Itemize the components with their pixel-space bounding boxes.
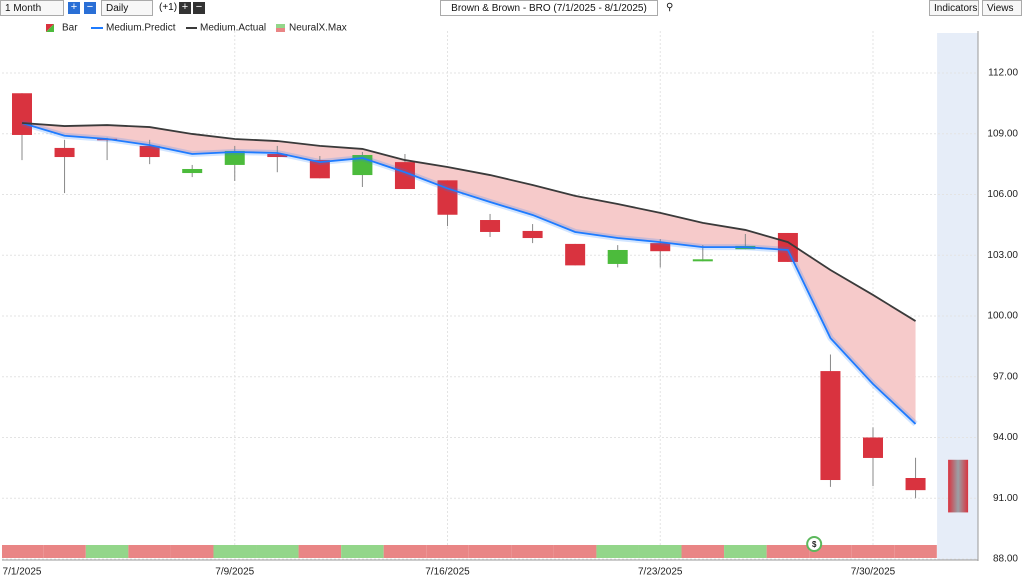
zoom-in[interactable]: + (68, 2, 80, 14)
legend-label: Medium.Predict (106, 23, 176, 34)
legend-icon (46, 24, 54, 32)
views-button[interactable]: Views (982, 0, 1022, 16)
signal-segment (2, 545, 44, 558)
signal-segment (766, 545, 810, 558)
candle-body (522, 230, 543, 239)
signal-segment (468, 545, 512, 558)
zoom-out[interactable]: − (84, 2, 96, 14)
y-tick-label: 109.00 (987, 128, 1018, 139)
indicators-button[interactable]: Indicators (929, 0, 979, 16)
spread-fill (22, 123, 916, 424)
signal-segment (298, 545, 342, 558)
candle-body (607, 249, 628, 264)
candle-body (54, 147, 75, 158)
signal-segment (596, 545, 639, 558)
y-tick-label: 88.00 (993, 554, 1018, 565)
candle-body (139, 145, 160, 158)
y-tick-label: 112.00 (988, 68, 1018, 79)
candle-body (863, 437, 883, 458)
symbol-title[interactable]: Brown & Brown - BRO (7/1/2025 - 8/1/2025… (440, 0, 658, 16)
offset-plus[interactable]: + (179, 2, 191, 14)
candle-body (224, 150, 245, 165)
candle-body (182, 168, 203, 174)
y-tick-label: 94.00 (993, 432, 1018, 443)
y-tick-label: 97.00 (993, 371, 1018, 382)
signal-segment (894, 545, 937, 558)
interval-select[interactable]: Daily (101, 0, 153, 16)
candle-body (692, 259, 713, 262)
candle-body (267, 154, 288, 158)
candle-body (905, 478, 926, 491)
legend-label: Bar (62, 23, 78, 34)
candle-body (480, 220, 501, 232)
candle-body (820, 371, 841, 481)
y-tick-label: 106.00 (987, 189, 1018, 200)
series-line (21, 122, 917, 322)
legend-label: NeuralX.Max (289, 23, 347, 34)
signal-segment (256, 545, 299, 558)
legend-label: Medium.Actual (200, 23, 266, 34)
signal-segment (128, 545, 171, 558)
search-icon[interactable]: ⚲ (666, 2, 674, 13)
y-tick-label: 91.00 (993, 493, 1018, 504)
x-tick-label: 7/16/2025 (425, 567, 470, 578)
forecast-range (948, 459, 969, 513)
x-tick-label: 7/9/2025 (215, 567, 254, 578)
signal-segment (383, 545, 427, 558)
signal-segment (638, 545, 682, 558)
signal-segment (426, 545, 469, 558)
candle-body (650, 243, 671, 252)
signal-segment (341, 545, 384, 558)
candle-body (394, 162, 415, 190)
signal-segment (170, 545, 214, 558)
y-tick-label: 103.00 (987, 250, 1018, 261)
signal-segment (681, 545, 725, 558)
x-tick-label: 7/23/2025 (638, 567, 683, 578)
chart: 88.00 91.00 94.00 97.00 100.00 103.00 106.00 10… (2, 23, 1018, 578)
y-tick-label: 100.00 (987, 311, 1018, 322)
signal-segment (724, 545, 767, 558)
period-select[interactable]: 1 Month (0, 0, 64, 16)
candle-body (437, 180, 458, 215)
legend-icon (276, 28, 285, 32)
offset-label: (+1) (159, 2, 178, 13)
line-glow (21, 120, 918, 427)
signal-segment (553, 545, 597, 558)
signal-marker-label: $ (812, 540, 817, 549)
signal-segment (85, 545, 129, 558)
signal-segment (511, 545, 554, 558)
offset-minus[interactable]: − (193, 2, 205, 14)
x-tick-label: 7/30/2025 (851, 567, 896, 578)
candle-body (565, 243, 586, 266)
legend-icon (276, 24, 285, 28)
series-line (21, 122, 917, 425)
signal-marker-inner (808, 538, 821, 550)
signal-segment (43, 545, 86, 558)
candle-body (12, 93, 32, 135)
signal-segment (213, 545, 257, 558)
signal-segment (851, 545, 895, 558)
candle-body (309, 160, 330, 179)
x-tick-label: 7/1/2025 (3, 567, 42, 578)
